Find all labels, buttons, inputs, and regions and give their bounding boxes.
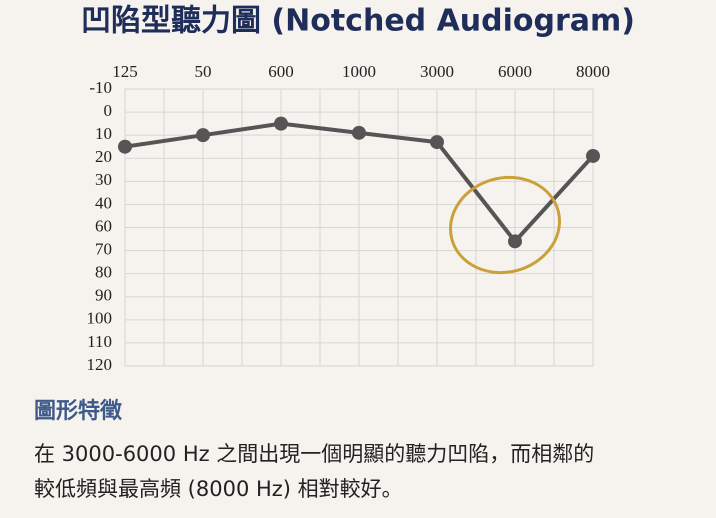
- y-tick-label: 10: [95, 124, 112, 143]
- x-tick-label: 6000: [498, 62, 532, 81]
- x-tick-label: 8000: [576, 62, 610, 81]
- notch-highlight: [448, 175, 562, 275]
- y-tick-label: 60: [95, 216, 112, 235]
- notes-line: 較低頻與最高頻 (8000 Hz) 相對較好。: [34, 477, 403, 501]
- chart: -10 0 10 20 30 40 60 70 80 90 100 110 120 125 50 600 100…: [87, 62, 611, 374]
- y-tick-label: 120: [87, 355, 113, 374]
- x-tick-label: 3000: [420, 62, 454, 81]
- data-point: [586, 148, 600, 163]
- chart-title: 凹陷型聽力圖 (Notched Audiogram): [81, 4, 635, 39]
- y-tick-label: 30: [95, 170, 112, 189]
- y-tick-label: 100: [87, 309, 113, 328]
- y-tick-label: 70: [95, 239, 112, 258]
- x-tick-label: 125: [112, 62, 138, 81]
- y-tick-label: 90: [95, 286, 112, 305]
- notes-heading: 圖形特徵: [34, 398, 122, 424]
- x-tick-label: 1000: [342, 62, 376, 81]
- data-point: [430, 135, 444, 150]
- data-point: [118, 139, 132, 154]
- y-tick-label: 20: [95, 147, 112, 166]
- data-point: [352, 125, 366, 140]
- y-tick-label: -10: [89, 78, 112, 97]
- y-tick-label: 80: [95, 263, 112, 282]
- x-tick-label: 600: [268, 62, 294, 81]
- y-tick-label: 110: [87, 332, 112, 351]
- y-tick-label: 0: [104, 101, 113, 120]
- data-point: [274, 116, 288, 131]
- x-tick-label: 50: [195, 62, 212, 81]
- notes-line: 在 3000-6000 Hz 之間出現一個明顯的聽力凹陷，而相鄰的: [34, 442, 594, 466]
- data-point: [508, 234, 522, 249]
- y-tick-label: 40: [95, 193, 112, 212]
- data-point: [196, 128, 210, 143]
